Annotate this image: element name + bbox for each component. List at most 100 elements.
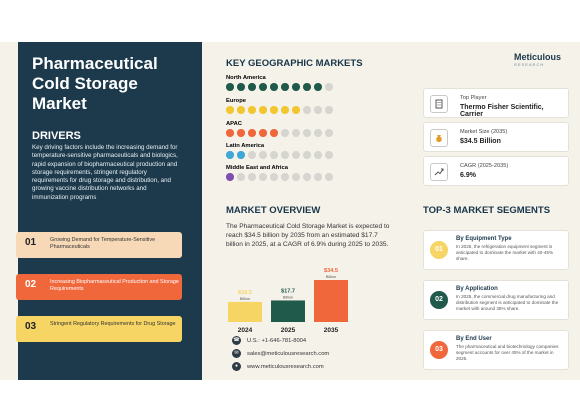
contact-phone: ☎ U.S.: +1-646-781-8004: [232, 336, 306, 345]
bar-value-label: $34.5: [324, 268, 338, 274]
region-label: Latin America: [226, 143, 265, 149]
dot-empty: [303, 173, 311, 181]
bar-category-label: 2025: [281, 327, 296, 334]
dot-filled: [259, 129, 267, 137]
dot-filled: [314, 83, 322, 91]
dot-empty: [270, 151, 278, 159]
main-title: Pharmaceutical Cold Storage Market: [32, 54, 158, 113]
dot-filled: [237, 83, 245, 91]
dot-filled: [237, 106, 245, 114]
dot-filled: [270, 129, 278, 137]
building-icon: [430, 95, 448, 113]
overview-text: The Pharmaceutical Cold Storage Market i…: [226, 223, 390, 248]
segment-card-2: 02 By Application In 2025, the commercia…: [423, 280, 569, 320]
dot-empty: [281, 173, 289, 181]
dot-filled: [226, 106, 234, 114]
stat-label: Market Size (2035): [460, 129, 508, 135]
overview-heading: MARKET OVERVIEW: [226, 205, 321, 216]
dot-filled: [270, 83, 278, 91]
contact-text: sales@meticulousresearch.com: [247, 350, 330, 357]
dot-empty: [303, 129, 311, 137]
dot-filled: [237, 129, 245, 137]
dot-filled: [226, 173, 234, 181]
dot-empty: [292, 129, 300, 137]
region-middle-east-africa: Middle East and Africa: [226, 165, 333, 181]
region-dots: [226, 129, 333, 137]
dot-empty: [292, 173, 300, 181]
bar-unit-label: Billion: [240, 297, 250, 301]
driver-text: Stringent Regulatory Requirements for Dr…: [50, 321, 176, 327]
bar-category-label: 2024: [238, 327, 253, 334]
contact-text: U.S.: +1-646-781-8004: [247, 337, 307, 344]
region-apac: APAC: [226, 121, 333, 137]
segment-title: By Application: [456, 286, 498, 292]
region-dots: [226, 106, 333, 114]
dot-empty: [303, 151, 311, 159]
stat-label: CAGR (2025-2035): [460, 163, 509, 169]
stat-card-market-size: Market Size (2035) $34.5 Billion: [423, 122, 569, 152]
segments-heading: TOP-3 MARKET SEGMENTS: [423, 205, 551, 216]
dot-filled: [248, 83, 256, 91]
geo-heading: KEY GEOGRAPHIC MARKETS: [226, 58, 363, 69]
dot-empty: [259, 151, 267, 159]
segment-title: By Equipment Type: [456, 236, 512, 242]
dot-empty: [270, 173, 278, 181]
dot-empty: [325, 151, 333, 159]
dot-filled: [303, 83, 311, 91]
region-dots: [226, 173, 333, 181]
dot-filled: [281, 83, 289, 91]
driver-number: 02: [25, 279, 37, 290]
market-size-bar-chart: $16.5Billion2024$17.7Billion2025$34.5Bil…: [228, 268, 348, 334]
dot-empty: [281, 129, 289, 137]
bar-2025: [271, 300, 305, 322]
dot-filled: [226, 129, 234, 137]
email-icon: ✉: [232, 349, 241, 358]
dot-empty: [237, 173, 245, 181]
dot-empty: [248, 151, 256, 159]
stat-value: $34.5 Billion: [460, 138, 501, 145]
money-bag-icon: [430, 129, 448, 147]
segment-title: By End User: [456, 336, 492, 342]
segment-number: 03: [430, 341, 448, 359]
dot-empty: [303, 106, 311, 114]
segment-text: In 2025, the commercial drug manufacturi…: [456, 294, 559, 311]
dot-filled: [270, 106, 278, 114]
dot-empty: [314, 151, 322, 159]
bar-category-label: 2035: [324, 327, 339, 334]
driver-number: 01: [25, 237, 37, 248]
segment-text: The pharmaceutical and biotechnology com…: [456, 344, 559, 361]
dot-filled: [226, 83, 234, 91]
logo-name: Meticulous: [514, 52, 562, 62]
dot-empty: [281, 151, 289, 159]
dot-empty: [314, 129, 322, 137]
driver-number: 03: [25, 321, 37, 332]
region-label: Middle East and Africa: [226, 165, 288, 171]
region-label: Europe: [226, 98, 246, 104]
drivers-text: Key driving factors include the increasi…: [32, 144, 178, 201]
dot-filled: [248, 106, 256, 114]
segment-card-3: 03 By End User The pharmaceutical and bi…: [423, 330, 569, 370]
dot-empty: [314, 106, 322, 114]
region-dots: [226, 151, 333, 159]
stat-card-top-player: Top Player Thermo Fisher Scientific, Car…: [423, 88, 569, 118]
dot-filled: [281, 106, 289, 114]
dot-filled: [259, 106, 267, 114]
region-label: North America: [226, 75, 266, 81]
dot-filled: [292, 83, 300, 91]
stat-card-cagr: CAGR (2025-2035) 6.9%: [423, 156, 569, 186]
segment-number: 02: [430, 291, 448, 309]
bar-2035: [314, 280, 348, 322]
segment-card-1: 01 By Equipment Type In 2025, the refrig…: [423, 230, 569, 270]
contact-text: www.meticulousresearch.com: [247, 363, 324, 370]
driver-text: Increasing Biopharmaceutical Production …: [50, 279, 179, 292]
dot-filled: [248, 129, 256, 137]
stat-label: Top Player: [460, 95, 487, 101]
region-europe: Europe: [226, 98, 333, 114]
growth-chart-icon: [430, 163, 448, 181]
bar-value-label: $17.7: [281, 288, 295, 294]
stat-value: Thermo Fisher Scientific, Carrier: [460, 104, 544, 118]
dot-filled: [292, 106, 300, 114]
bar-value-label: $16.5: [238, 290, 252, 296]
segment-number: 01: [430, 241, 448, 259]
dot-filled: [226, 151, 234, 159]
